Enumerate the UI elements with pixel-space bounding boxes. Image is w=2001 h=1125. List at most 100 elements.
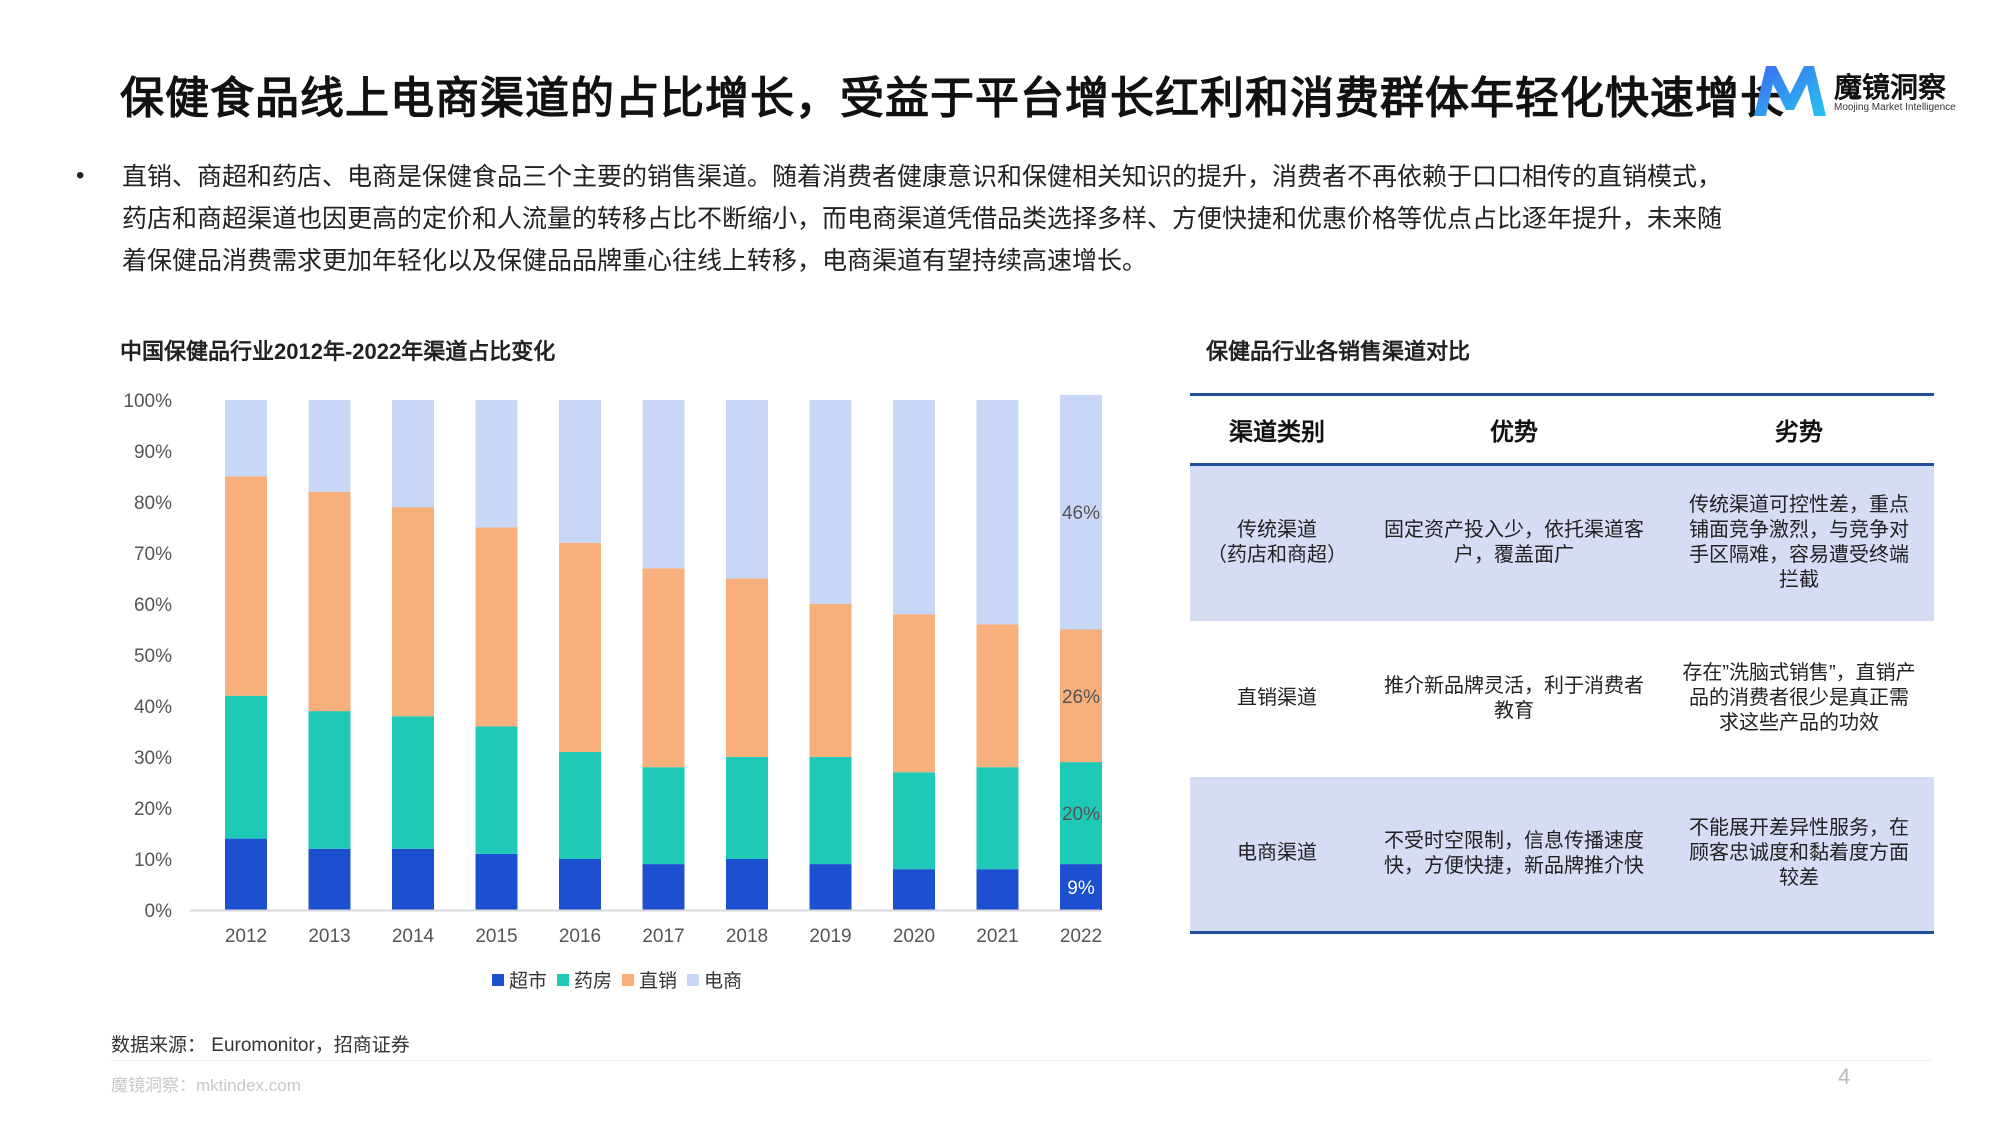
x-tick-label: 2016 bbox=[559, 926, 601, 947]
cell-disadvantage: 存在”洗脑式销售”，直销产品的消费者很少是真正需求这些产品的功效 bbox=[1682, 662, 1916, 734]
bar-segment bbox=[893, 400, 935, 615]
y-tick-label: 70% bbox=[134, 544, 172, 565]
table-row: 电商渠道 不受时空限制，信息传播速度快，方便快捷，新品牌推介快 不能展开差异性服… bbox=[1190, 776, 1934, 934]
stacked-bar-chart: 0% 10% 20% 30% 40% 50% 60% 70% 80% 90% 100% 2012 201… bbox=[123, 391, 1102, 947]
bar-segment bbox=[726, 578, 768, 757]
bar-segment bbox=[893, 869, 935, 910]
x-tick-label: 2022 bbox=[1060, 926, 1102, 947]
page-title: 保健食品线上电商渠道的占比增长，受益于平台增长红利和消费群体年轻化快速增长 bbox=[120, 74, 1785, 123]
legend-swatch-direct-sales bbox=[622, 973, 635, 986]
y-tick-label: 50% bbox=[134, 646, 172, 667]
bar-segment bbox=[976, 767, 1019, 870]
data-label: 26% bbox=[1062, 687, 1100, 708]
bullet-marker: • bbox=[76, 162, 85, 189]
cell-advantage: 固定资产投入少，依托渠道客户，覆盖面广 bbox=[1364, 464, 1664, 621]
x-tick-label: 2014 bbox=[392, 926, 435, 947]
legend-swatch-supermarket bbox=[492, 973, 504, 986]
x-tick-label: 2017 bbox=[642, 926, 684, 947]
data-label: 9% bbox=[1067, 878, 1095, 899]
y-tick-label: 10% bbox=[134, 850, 172, 871]
bullet-line: 直销、商超和药店、电商是保健食品三个主要的销售渠道。随着消费者健康意识和保健相关… bbox=[122, 163, 1723, 191]
x-tick-label: 2021 bbox=[976, 926, 1018, 947]
x-tick-label: 2015 bbox=[475, 926, 517, 947]
y-tick-label: 20% bbox=[134, 799, 172, 820]
y-tick-label: 100% bbox=[123, 391, 172, 412]
bar-segment bbox=[392, 848, 434, 910]
legend-label: 超市 bbox=[509, 971, 548, 992]
footer-site: 魔镜洞察：mktindex.com bbox=[111, 1076, 301, 1095]
bar-segment bbox=[559, 751, 601, 859]
legend-item: 超市 bbox=[492, 966, 547, 993]
logo-name: 魔镜洞察 bbox=[1834, 72, 1947, 103]
legend-label: 直销 bbox=[639, 971, 678, 992]
cell-category: 电商渠道 bbox=[1190, 776, 1364, 934]
bar-segment bbox=[1060, 629, 1102, 763]
legend-label: 电商 bbox=[704, 971, 743, 992]
bullet-line: 药店和商超渠道也因更高的定价和人流量的转移占比不断缩小，而电商渠道凭借品类选择多… bbox=[122, 205, 1723, 233]
bullet-paragraph: 直销、商超和药店、电商是保健食品三个主要的销售渠道。随着消费者健康意识和保健相关… bbox=[122, 156, 1902, 282]
bar-segment bbox=[642, 864, 685, 910]
cell-disadvantage: 不能展开差异性服务，在顾客忠诚度和黏着度方面较差 bbox=[1664, 776, 1934, 934]
y-tick-label: 60% bbox=[134, 595, 172, 616]
legend-swatch-ecommerce bbox=[687, 973, 700, 986]
table-row: 直销渠道 推介新品牌灵活，利于消费者教育 存在”洗脑式销售”，直销产品的消费者很… bbox=[1190, 621, 1934, 777]
bar-segment bbox=[726, 859, 768, 910]
x-tick-label: 2019 bbox=[809, 926, 851, 947]
y-tick-label: 90% bbox=[134, 442, 172, 463]
legend-swatch-pharmacy bbox=[557, 973, 570, 986]
bar-segment bbox=[976, 869, 1019, 910]
bar-segment bbox=[809, 757, 852, 865]
data-source-note: 数据来源： Euromonitor，招商证券 bbox=[111, 1035, 410, 1056]
logo-m-icon bbox=[1754, 66, 1826, 116]
chart-legend: 超市 药房 直销 电商 bbox=[492, 966, 742, 993]
y-tick-label: 40% bbox=[134, 697, 172, 718]
table-title: 保健品行业各销售渠道对比 bbox=[1206, 339, 1471, 364]
legend-item: 电商 bbox=[687, 966, 742, 993]
y-tick-label: 30% bbox=[134, 748, 172, 769]
channel-comparison-table: 渠道类别 优势 劣势 传统渠道 （药店和商超） 固定资产投入少，依托渠道客户，覆… bbox=[1190, 393, 1934, 934]
legend-label: 药房 bbox=[574, 971, 613, 992]
y-tick-label: 80% bbox=[134, 493, 172, 514]
x-tick-label: 2018 bbox=[726, 926, 768, 947]
footer-divider bbox=[111, 1060, 1931, 1061]
cell-advantage: 不受时空限制，信息传播速度快，方便快捷，新品牌推介快 bbox=[1364, 776, 1664, 934]
bar-segment bbox=[392, 716, 434, 849]
bar-segment bbox=[475, 726, 518, 854]
bar-segment bbox=[225, 838, 267, 910]
data-label: 46% bbox=[1062, 503, 1100, 524]
bar-segment bbox=[559, 542, 601, 752]
cell-disadvantage: 传统渠道可控性差，重点铺面竞争激烈，与竞争对手区隔难，容易遭受终端拦截 bbox=[1664, 464, 1934, 621]
bar-segment bbox=[475, 853, 518, 910]
bar-segment bbox=[475, 400, 518, 528]
header-cell-disadvantage: 劣势 bbox=[1664, 393, 1934, 466]
header-cell-advantage: 优势 bbox=[1364, 393, 1664, 466]
bar-segment bbox=[642, 568, 685, 768]
bar-segment bbox=[1060, 762, 1102, 865]
chart-title: 中国保健品行业2012年-2022年渠道占比变化 bbox=[120, 339, 556, 364]
bar-segment bbox=[392, 507, 434, 717]
bar-segment bbox=[726, 757, 768, 859]
bar-segment bbox=[308, 711, 351, 849]
page-number: 4 bbox=[1838, 1064, 1851, 1089]
cell-category: 直销渠道 bbox=[1237, 687, 1317, 709]
bar-segment bbox=[642, 767, 685, 865]
bar-segment bbox=[893, 614, 935, 773]
header-cell-category: 渠道类别 bbox=[1190, 393, 1364, 466]
table-row: 传统渠道 （药店和商超） 固定资产投入少，依托渠道客户，覆盖面广 传统渠道可控性… bbox=[1190, 464, 1934, 621]
cell-advantage: 推介新品牌灵活，利于消费者教育 bbox=[1384, 674, 1644, 722]
x-tick-label: 2020 bbox=[893, 926, 935, 947]
cell-category: 传统渠道 （药店和商超） bbox=[1190, 464, 1364, 621]
bar-segment bbox=[392, 400, 434, 508]
bar-segment bbox=[976, 400, 1019, 625]
data-label: 20% bbox=[1062, 804, 1100, 825]
bar-segment bbox=[308, 491, 351, 712]
logo-subtitle: Moojing Market Intelligence bbox=[1834, 102, 1956, 113]
bar-segment bbox=[475, 527, 518, 727]
bar-segment bbox=[642, 400, 685, 569]
bar-segment bbox=[225, 695, 267, 839]
bar-segment bbox=[225, 400, 267, 477]
bar-segment bbox=[976, 624, 1019, 768]
legend-item: 药房 bbox=[557, 966, 612, 993]
bar-segment bbox=[1060, 394, 1102, 630]
table-header-row: 渠道类别 优势 劣势 bbox=[1190, 393, 1934, 466]
